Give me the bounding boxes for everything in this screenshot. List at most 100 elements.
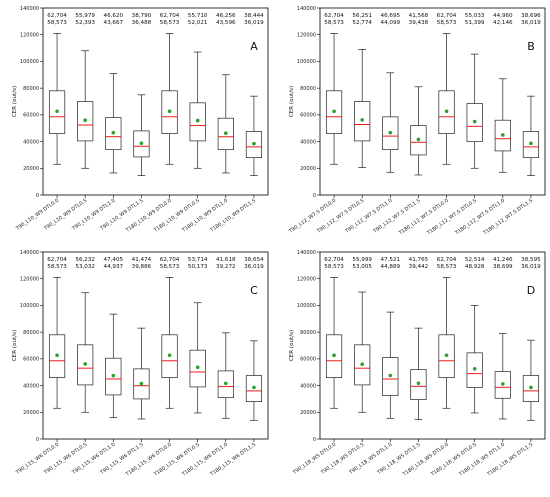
y-axis-label: CER (out/s) [12,330,18,361]
y-axis-label: CER (out/s) [289,330,295,361]
box-iqr [77,344,94,386]
box-iqr [354,344,371,386]
box-iqr [382,116,399,150]
panel-a: 0 20000 40000 60000 80000 100000 120000 140000 C… [12,6,269,235]
box-iqr [522,375,540,402]
median-value-label: 58,573 [47,20,67,26]
median-value-label: 58,573 [160,20,180,26]
mean-value-label: 62,704 [324,13,344,19]
mean-value-label: 38,595 [521,257,541,263]
x-tick-label: T180_L18_W5 DTL0.5 [429,442,478,479]
box-group [133,94,150,176]
x-tick-label: T180_L18_W5 DTL1.0 [457,442,506,479]
mean-marker [332,109,336,114]
y-tick-label: 120000 [20,33,39,39]
x-tick-label: T180_L15_W6 DTL1.5 [209,442,258,479]
median-value-label: 36,019 [244,20,264,26]
mean-marker [55,353,59,358]
box-group [217,74,234,174]
box-iqr [48,90,66,134]
mean-marker [83,362,87,366]
y-tick-label: 60000 [300,113,316,119]
mean-marker [501,382,505,386]
mean-marker [416,381,421,386]
box-group [77,292,94,413]
mean-marker [167,109,172,114]
x-tick-label: T90_L12_W7.5 DTL0.0 [287,198,337,235]
box-iqr [494,371,511,399]
x-tick-label: T90_L18_W5 DTL0.0 [291,442,337,477]
box-iqr [410,369,427,400]
y-tick-label: 40000 [300,139,316,145]
mean-marker [195,118,200,123]
box-iqr [161,334,178,378]
mean-marker [167,353,172,358]
mean-value-label: 55,999 [352,257,372,263]
median-value-label: 39,442 [409,264,429,270]
median-value-label: 44,937 [104,264,124,270]
mean-value-label: 38,444 [244,13,264,19]
y-tick-label: 60000 [23,357,39,363]
box-group [354,49,371,168]
box-group [105,313,122,418]
box-group [105,73,122,174]
mean-value-label: 38,696 [521,13,541,19]
box-group [522,95,540,176]
box-group [494,78,511,173]
mean-marker [501,133,505,137]
median-value-label: 36,488 [132,20,152,26]
box-iqr [133,368,150,400]
box-group [382,72,399,173]
y-tick-label: 120000 [297,33,316,39]
median-value-label: 39,438 [409,20,429,26]
box-group [245,340,263,421]
box-group [410,86,427,176]
mean-marker [472,119,477,124]
mean-value-label: 41,246 [493,257,513,263]
mean-value-label: 62,704 [47,257,67,263]
median-value-label: 58,573 [437,264,457,270]
box-iqr [325,334,343,378]
mean-marker [444,109,449,114]
y-tick-label: 20000 [300,410,316,416]
mean-value-label: 56,251 [352,13,372,19]
box-group [325,33,343,165]
y-tick-label: 140000 [20,6,39,12]
x-tick-label: T180_L12_W7.5 DTL1.0 [453,198,505,237]
median-value-label: 44,099 [381,20,401,26]
box-group [522,339,540,421]
y-tick-label: 0 [313,193,316,199]
median-value-label: 50,173 [188,264,208,270]
mean-marker [111,373,116,378]
mean-marker [388,373,393,378]
y-tick-label: 140000 [297,6,316,12]
median-value-label: 39,886 [132,264,152,270]
mean-value-label: 52,514 [465,257,485,263]
mean-value-label: 62,704 [47,13,67,19]
panel-c: 0 20000 40000 60000 80000 100000 120000 140000 C… [12,250,269,479]
mean-value-label: 46,695 [381,13,401,19]
x-tick-label: T180_L10_W9 DTL1.5 [209,198,258,235]
y-tick-label: 100000 [20,303,39,309]
box-group [217,332,234,419]
plot-frame [319,7,546,196]
box-iqr [161,90,178,134]
box-group [354,291,371,413]
box-group [77,50,94,169]
mean-marker [529,141,533,146]
box-iqr [354,101,371,142]
y-tick-label: 0 [36,437,39,443]
y-tick-label: 100000 [297,59,316,65]
box-iqr [105,357,122,396]
panel-d: 0 20000 40000 60000 80000 100000 120000 140000 C… [289,250,546,479]
y-tick-label: 120000 [297,277,316,283]
y-tick-label: 100000 [20,59,39,65]
panel-b: 0 20000 40000 60000 80000 100000 120000 140000 C… [287,6,546,237]
median-value-label: 36,019 [521,20,541,26]
median-value-label: 53,032 [75,264,95,270]
mean-marker [388,130,393,135]
box-iqr [382,357,399,396]
x-tick-label: T180_L10_W9 DTL0.5 [152,198,201,235]
median-value-label: 51,399 [465,20,485,26]
